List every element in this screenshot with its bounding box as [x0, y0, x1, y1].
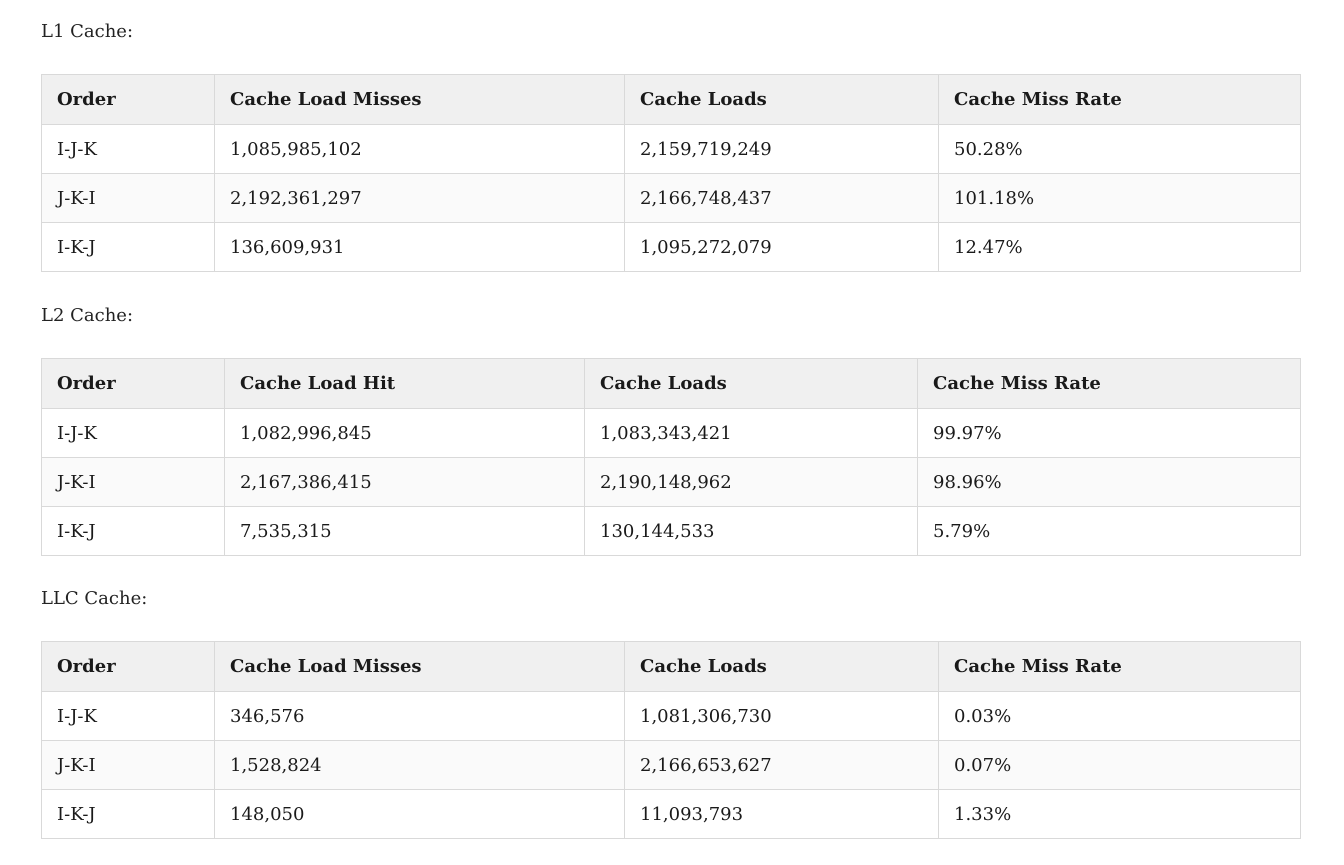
llc-cache-table: Order Cache Load Misses Cache Loads Cach…	[41, 641, 1301, 839]
l1-cache-label: L1 Cache:	[41, 21, 134, 42]
cache-loads-cell: 2,159,719,249	[624, 124, 939, 174]
column-header-cache-loads: Cache Loads	[584, 358, 918, 409]
table-header-row: Order Cache Load Misses Cache Loads Cach…	[41, 74, 1301, 125]
cache-load-hit-cell: 2,167,386,415	[224, 457, 585, 507]
order-cell: I-J-K	[41, 691, 215, 741]
table-row: J-K-I 2,192,361,297 2,166,748,437 101.18…	[41, 173, 1301, 223]
column-header-cache-loads: Cache Loads	[624, 641, 939, 692]
table-row: J-K-I 1,528,824 2,166,653,627 0.07%	[41, 740, 1301, 790]
cache-miss-rate-cell: 0.03%	[938, 691, 1301, 741]
column-header-cache-miss-rate: Cache Miss Rate	[938, 74, 1301, 125]
table-row: I-K-J 148,050 11,093,793 1.33%	[41, 789, 1301, 839]
cache-miss-rate-cell: 101.18%	[938, 173, 1301, 223]
cache-miss-rate-cell: 98.96%	[917, 457, 1301, 507]
order-cell: I-K-J	[41, 506, 225, 556]
cache-load-misses-cell: 346,576	[214, 691, 625, 741]
order-cell: I-J-K	[41, 124, 215, 174]
cache-loads-cell: 2,166,748,437	[624, 173, 939, 223]
table-row: J-K-I 2,167,386,415 2,190,148,962 98.96%	[41, 457, 1301, 507]
cache-miss-rate-cell: 1.33%	[938, 789, 1301, 839]
table-row: I-K-J 136,609,931 1,095,272,079 12.47%	[41, 222, 1301, 272]
cache-load-misses-cell: 1,528,824	[214, 740, 625, 790]
table-header-row: Order Cache Load Hit Cache Loads Cache M…	[41, 358, 1301, 409]
table-row: I-J-K 1,082,996,845 1,083,343,421 99.97%	[41, 408, 1301, 458]
order-cell: J-K-I	[41, 457, 225, 507]
column-header-cache-miss-rate: Cache Miss Rate	[917, 358, 1301, 409]
cache-load-misses-cell: 1,085,985,102	[214, 124, 625, 174]
column-header-cache-load-misses: Cache Load Misses	[214, 74, 625, 125]
cache-load-misses-cell: 148,050	[214, 789, 625, 839]
column-header-cache-loads: Cache Loads	[624, 74, 939, 125]
order-cell: J-K-I	[41, 740, 215, 790]
cache-loads-cell: 11,093,793	[624, 789, 939, 839]
table-row: I-J-K 1,085,985,102 2,159,719,249 50.28%	[41, 124, 1301, 174]
column-header-order: Order	[41, 74, 215, 125]
cache-load-hit-cell: 1,082,996,845	[224, 408, 585, 458]
cache-miss-rate-cell: 0.07%	[938, 740, 1301, 790]
cache-loads-cell: 2,166,653,627	[624, 740, 939, 790]
column-header-cache-load-misses: Cache Load Misses	[214, 641, 625, 692]
table-row: I-K-J 7,535,315 130,144,533 5.79%	[41, 506, 1301, 556]
cache-loads-cell: 1,081,306,730	[624, 691, 939, 741]
cache-loads-cell: 130,144,533	[584, 506, 918, 556]
order-cell: I-K-J	[41, 789, 215, 839]
cache-miss-rate-cell: 99.97%	[917, 408, 1301, 458]
cache-miss-rate-cell: 12.47%	[938, 222, 1301, 272]
cache-loads-cell: 2,190,148,962	[584, 457, 918, 507]
l2-cache-label: L2 Cache:	[41, 305, 134, 326]
cache-load-hit-cell: 7,535,315	[224, 506, 585, 556]
cache-miss-rate-cell: 5.79%	[917, 506, 1301, 556]
cache-loads-cell: 1,095,272,079	[624, 222, 939, 272]
l2-cache-table: Order Cache Load Hit Cache Loads Cache M…	[41, 358, 1301, 556]
column-header-order: Order	[41, 358, 225, 409]
column-header-cache-load-hit: Cache Load Hit	[224, 358, 585, 409]
order-cell: I-K-J	[41, 222, 215, 272]
llc-cache-label: LLC Cache:	[41, 588, 148, 609]
table-header-row: Order Cache Load Misses Cache Loads Cach…	[41, 641, 1301, 692]
cache-load-misses-cell: 136,609,931	[214, 222, 625, 272]
cache-loads-cell: 1,083,343,421	[584, 408, 918, 458]
order-cell: I-J-K	[41, 408, 225, 458]
column-header-cache-miss-rate: Cache Miss Rate	[938, 641, 1301, 692]
table-row: I-J-K 346,576 1,081,306,730 0.03%	[41, 691, 1301, 741]
order-cell: J-K-I	[41, 173, 215, 223]
cache-miss-rate-cell: 50.28%	[938, 124, 1301, 174]
column-header-order: Order	[41, 641, 215, 692]
l1-cache-table: Order Cache Load Misses Cache Loads Cach…	[41, 74, 1301, 272]
cache-load-misses-cell: 2,192,361,297	[214, 173, 625, 223]
